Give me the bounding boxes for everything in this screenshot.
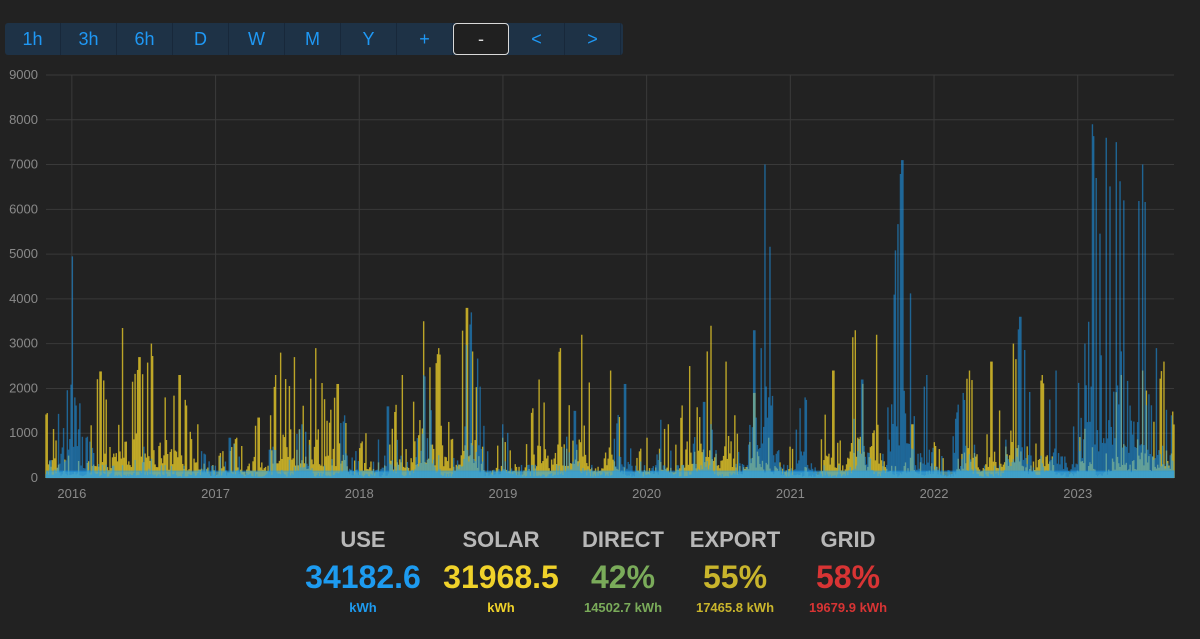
stat-use-label: USE	[340, 527, 386, 552]
x-tick-label: 2020	[632, 486, 661, 501]
stat-grid-label: GRID	[820, 527, 876, 552]
range-year-button[interactable]: Y	[341, 23, 397, 55]
stat-use-value: 34182.6	[305, 559, 421, 595]
stat-direct-label: DIRECT	[582, 527, 664, 552]
range-week-button[interactable]: W	[229, 23, 285, 55]
zoom-out-button[interactable]: -	[453, 23, 509, 55]
stat-solar-value: 31968.5	[443, 559, 559, 595]
range-6h-button[interactable]: 6h	[117, 23, 173, 55]
range-day-button[interactable]: D	[173, 23, 229, 55]
stat-grid: GRID 58% 19679.9 kWh	[793, 525, 903, 617]
stats-panel: USE 34182.6 kWh SOLAR 31968.5 kWh DIRECT…	[0, 525, 1200, 635]
chart-series	[45, 124, 1175, 478]
series-baseline-band	[46, 470, 1174, 478]
stat-use: USE 34182.6 kWh	[293, 525, 433, 617]
range-month-button[interactable]: M	[285, 23, 341, 55]
stat-direct: DIRECT 42% 14502.7 kWh	[568, 525, 678, 617]
stat-grid-sub: 19679.9 kWh	[808, 600, 888, 615]
x-tick-label: 2017	[201, 486, 230, 501]
time-range-toolbar: 1h 3h 6h D W M Y + - < >	[5, 23, 623, 55]
y-tick-label: 5000	[9, 246, 38, 261]
stat-solar-label: SOLAR	[462, 527, 540, 552]
y-tick-label: 9000	[9, 67, 38, 82]
energy-chart: 0 1000 2000 3000 4000 5000 6000 7000 8000 9000 20…	[9, 67, 1175, 501]
stat-direct-sub: 14502.7 kWh	[583, 600, 663, 615]
range-1h-button[interactable]: 1h	[5, 23, 61, 55]
y-tick-label: 4000	[9, 291, 38, 306]
y-tick-label: 3000	[9, 336, 38, 351]
zoom-in-button[interactable]: +	[397, 23, 453, 55]
stat-export: EXPORT 55% 17465.8 kWh	[680, 525, 790, 617]
stat-export-value: 55%	[702, 559, 768, 595]
y-tick-label: 2000	[9, 380, 38, 395]
x-axis-labels: 2016 2017 2018 2019 2020 2021 2022 2023	[57, 486, 1092, 501]
series-1	[45, 124, 1175, 478]
y-tick-label: 8000	[9, 112, 38, 127]
stat-grid-value: 58%	[815, 559, 881, 595]
range-3h-button[interactable]: 3h	[61, 23, 117, 55]
y-tick-label: 1000	[9, 425, 38, 440]
y-axis-labels: 0 1000 2000 3000 4000 5000 6000 7000 8000 9000	[9, 67, 38, 485]
stat-direct-value: 42%	[590, 559, 656, 595]
x-tick-label: 2018	[345, 486, 374, 501]
stat-use-unit: kWh	[349, 600, 377, 615]
x-tick-label: 2023	[1063, 486, 1092, 501]
x-tick-label: 2019	[488, 486, 517, 501]
stat-export-sub: 17465.8 kWh	[695, 600, 775, 615]
pan-right-button[interactable]: >	[565, 23, 621, 55]
stat-solar-unit: kWh	[487, 600, 515, 615]
chart-grid	[46, 74, 1174, 479]
stat-export-label: EXPORT	[689, 527, 781, 552]
x-tick-label: 2022	[920, 486, 949, 501]
pan-left-button[interactable]: <	[509, 23, 565, 55]
y-tick-label: 6000	[9, 201, 38, 216]
y-tick-label: 7000	[9, 157, 38, 172]
y-tick-label: 0	[31, 470, 38, 485]
stat-solar: SOLAR 31968.5 kWh	[431, 525, 571, 617]
x-tick-label: 2016	[57, 486, 86, 501]
x-tick-label: 2021	[776, 486, 805, 501]
